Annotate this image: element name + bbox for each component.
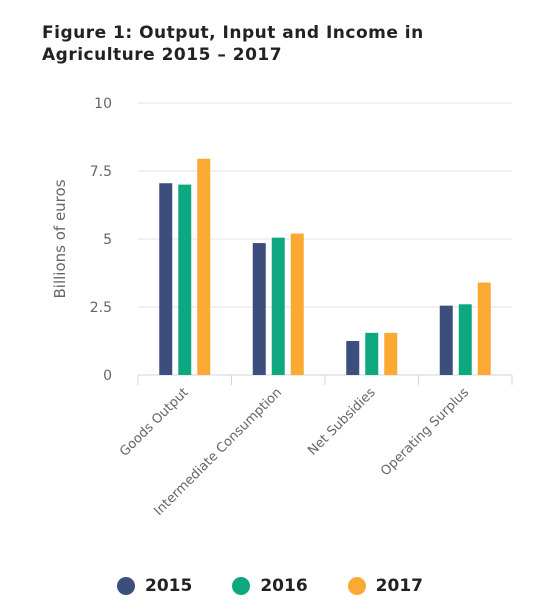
bar-2015-1 [252,243,266,375]
legend-label-2016: 2016 [260,576,308,596]
legend-label-2017: 2017 [375,576,423,596]
legend-swatch-2016 [232,577,251,595]
bar-2017-1 [290,233,304,375]
y-tick-label: 10 [94,96,112,112]
y-tick-label: 2.5 [90,300,112,316]
bar-2015-2 [346,341,360,375]
bar-2015-3 [439,305,453,375]
y-axis-title: Billions of euros [51,179,69,298]
chart-title: Figure 1: Output, Input and Income in Ag… [42,23,424,65]
x-tick-label: Operating Surplus [378,385,472,479]
bar-2016-1 [271,237,285,375]
y-tick-label: 5 [103,232,112,248]
x-tick-label: Goods Output [117,385,191,459]
legend: 2015 2016 2017 [0,569,540,603]
legend-label-2015: 2015 [145,576,193,596]
legend-item-2015[interactable]: 2015 [117,576,192,596]
legend-swatch-2017 [347,577,366,595]
bar-2015-0 [159,183,173,375]
bar-2017-2 [384,332,398,375]
bar-2017-3 [477,282,491,375]
y-tick-label: 0 [103,368,112,384]
x-tick-label: Net Subsidies [305,385,378,458]
legend-item-2016[interactable]: 2016 [232,576,308,596]
bar-2016-0 [178,184,192,375]
y-tick-label: 7.5 [90,164,112,180]
gridlines [138,102,512,308]
axes [137,374,513,385]
legend-item-2017[interactable]: 2017 [347,576,423,596]
bar-2016-2 [365,332,379,375]
bar-2016-3 [458,304,472,375]
bars [159,158,491,375]
legend-swatch-2015 [117,577,135,595]
bar-2017-0 [197,158,211,375]
